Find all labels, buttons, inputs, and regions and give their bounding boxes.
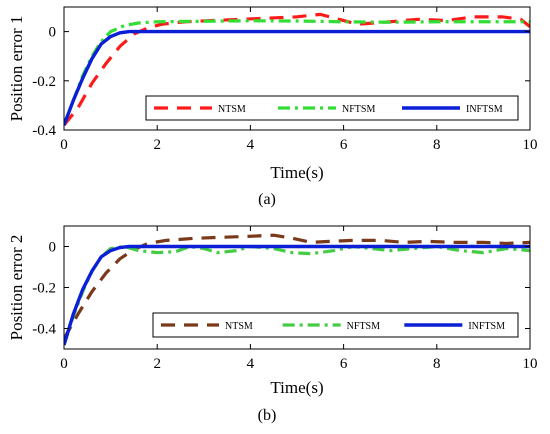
legend-label-nftsm: NFTSM (347, 321, 380, 332)
x-tick-label: 0 (60, 356, 68, 372)
series-line-inftsm (64, 29, 530, 126)
x-tick-label: 8 (433, 356, 441, 372)
legend-label-ntsm: NTSM (225, 321, 253, 332)
panel-b: 0 2 4 6 8 10 -0.4 -0.2 0 Time(s) Position error 2 (… (7, 225, 538, 424)
y-tick-label: -0.4 (32, 123, 56, 139)
panel-a: 0 2 4 6 8 10 -0.4 -0.2 0 Time(s) Position error 1 (… (7, 6, 538, 208)
plot-frame (63, 6, 531, 131)
y-tick-label: -0.2 (32, 281, 56, 297)
x-tick-label: 6 (340, 137, 348, 153)
x-tick-label: 0 (60, 137, 68, 153)
legend-label-inftsm: INFTSM (468, 321, 505, 332)
x-tick-label: 6 (340, 356, 348, 372)
y-tick-label: -0.4 (32, 322, 56, 338)
legend-label-inftsm: INFTSM (466, 104, 503, 115)
x-tick-label: 2 (153, 356, 161, 372)
series-line-inftsm (64, 244, 530, 346)
series-group (64, 12, 530, 127)
legend: NTSM NFTSM INFTSM (152, 312, 519, 338)
x-tick-label: 8 (433, 137, 441, 153)
x-tick-label: 4 (247, 137, 255, 153)
panel-label: (a) (258, 191, 276, 208)
legend-label-ntsm: NTSM (218, 104, 246, 115)
x-tick-label: 10 (523, 356, 538, 372)
legend-label-nftsm: NFTSM (342, 104, 375, 115)
series-line-ntsm (64, 12, 530, 127)
y-axis-label: Position error 2 (7, 235, 26, 341)
series-group (64, 233, 530, 346)
legend: NTSM NFTSM INFTSM (145, 95, 519, 121)
y-axis-label: Position error 1 (7, 16, 26, 122)
series-line-ntsm (64, 233, 530, 340)
x-tick-label: 2 (153, 137, 161, 153)
y-tick-label: 0 (49, 25, 57, 41)
x-axis-label: Time(s) (270, 378, 323, 397)
panel-label: (b) (258, 407, 277, 424)
y-tick-label: -0.2 (32, 74, 56, 90)
x-axis-label: Time(s) (270, 163, 323, 182)
x-tick-label: 4 (247, 356, 255, 372)
x-tick-label: 10 (523, 137, 538, 153)
y-tick-label: 0 (49, 240, 57, 256)
